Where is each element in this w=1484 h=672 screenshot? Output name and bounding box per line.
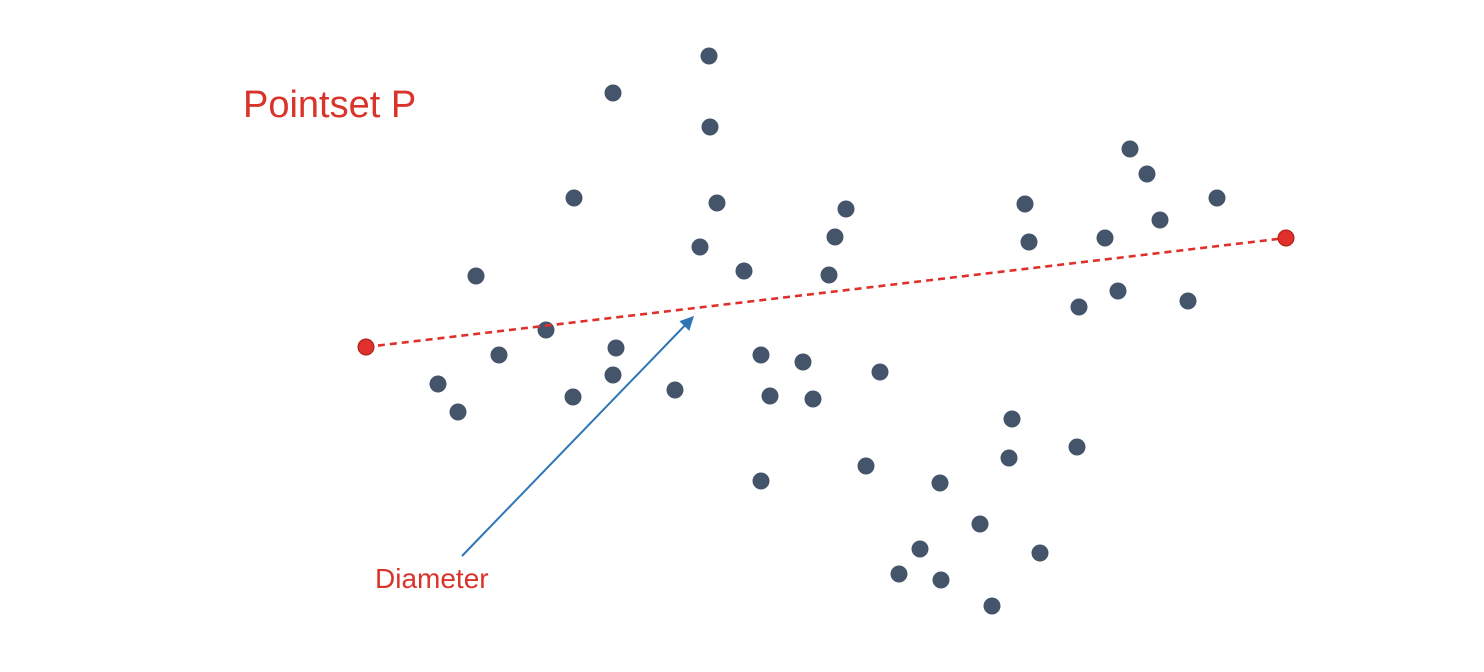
point <box>1109 282 1127 300</box>
point <box>1070 298 1088 316</box>
point <box>735 262 753 280</box>
point <box>666 381 684 399</box>
point <box>890 565 908 583</box>
point <box>708 194 726 212</box>
point <box>1068 438 1086 456</box>
point <box>604 84 622 102</box>
point <box>537 321 555 339</box>
point <box>1020 233 1038 251</box>
diameter-arrow <box>461 315 694 557</box>
point <box>467 267 485 285</box>
point <box>607 339 625 357</box>
point <box>752 346 770 364</box>
point <box>691 238 709 256</box>
point <box>1208 189 1226 207</box>
point <box>911 540 929 558</box>
diameter-endpoint <box>357 338 375 356</box>
point <box>564 388 582 406</box>
point <box>449 403 467 421</box>
point <box>1031 544 1049 562</box>
point <box>931 474 949 492</box>
point <box>826 228 844 246</box>
point <box>837 200 855 218</box>
point <box>429 375 447 393</box>
point <box>983 597 1001 615</box>
point <box>1121 140 1139 158</box>
point <box>971 515 989 533</box>
point <box>1096 229 1114 247</box>
pointset-title: Pointset P <box>243 84 416 126</box>
diameter-label: Diameter <box>375 563 489 594</box>
point <box>604 366 622 384</box>
point <box>1016 195 1034 213</box>
point <box>752 472 770 490</box>
point <box>932 571 950 589</box>
point <box>700 47 718 65</box>
point <box>490 346 508 364</box>
point <box>565 189 583 207</box>
point <box>701 118 719 136</box>
point <box>1138 165 1156 183</box>
points-layer <box>429 47 1226 615</box>
diameter-endpoint <box>1277 229 1295 247</box>
point <box>761 387 779 405</box>
point <box>820 266 838 284</box>
point <box>1179 292 1197 310</box>
point <box>794 353 812 371</box>
point <box>1003 410 1021 428</box>
point <box>804 390 822 408</box>
point <box>857 457 875 475</box>
diameter-line <box>365 236 1287 349</box>
point <box>871 363 889 381</box>
point <box>1151 211 1169 229</box>
point <box>1000 449 1018 467</box>
